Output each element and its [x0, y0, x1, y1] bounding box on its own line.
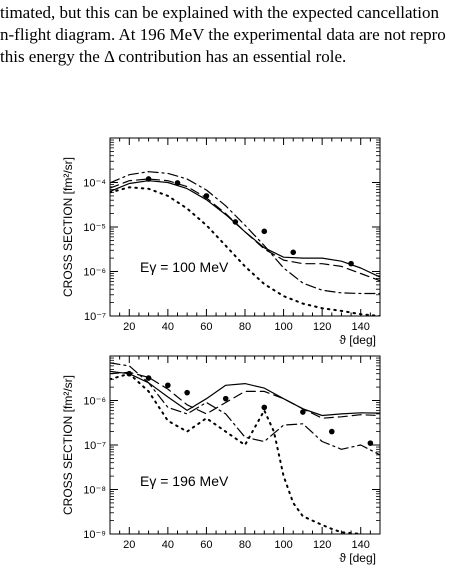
- x-tick-label: 80: [239, 539, 251, 551]
- data-point: [145, 375, 152, 381]
- data-point: [165, 382, 171, 389]
- data-point: [261, 404, 268, 411]
- y-axis-title: CROSS SECTION [fm²/sr]: [61, 375, 75, 515]
- data-point: [367, 440, 374, 446]
- data-point: [203, 193, 210, 199]
- x-tick-label: 40: [162, 321, 174, 333]
- data-point: [222, 395, 229, 402]
- curve-dot: [110, 186, 380, 316]
- x-tick-label: 80: [239, 321, 251, 333]
- energy-label: Eγ = 196 MeV: [140, 473, 229, 489]
- data-point: [126, 370, 133, 377]
- x-tick-label: 100: [274, 321, 292, 333]
- curve-solid: [110, 180, 380, 278]
- x-axis-title: ϑ [deg]: [339, 333, 376, 347]
- curve-dot: [110, 372, 362, 534]
- data-point: [290, 249, 297, 256]
- energy-label: Eγ = 100 MeV: [140, 259, 229, 275]
- text-line-3: this energy the Δ contribution has an es…: [0, 47, 347, 66]
- panel-100-mev: 20 40 60 80 100 120 140 10⁻⁷ 10⁻⁶ 10⁻⁵ 10⁻⁴ CROSS S…: [61, 137, 381, 347]
- text-line-2: n-flight diagram. At 196 MeV the experim…: [0, 25, 446, 44]
- data-point: [300, 409, 306, 415]
- y-tick-label: 10⁻⁶: [83, 267, 106, 279]
- panel-196-mev: 20 40 60 80 100 120 140 10⁻⁹ 10⁻⁸ 10⁻⁷ 10⁻⁶ CROSS S…: [61, 355, 381, 565]
- y-tick-label: 10⁻⁶: [83, 396, 106, 408]
- curve-dashdot: [110, 171, 380, 295]
- y-tick-label: 10⁻⁷: [84, 311, 106, 323]
- x-tick-label: 120: [313, 539, 331, 551]
- x-tick-label: 60: [200, 321, 212, 333]
- x-tick-label: 140: [352, 539, 370, 551]
- x-tick-label: 140: [352, 321, 370, 333]
- x-tick-label: 100: [274, 539, 292, 551]
- data-point: [261, 228, 268, 235]
- curve-solid: [110, 370, 380, 417]
- x-tick-label: 60: [200, 539, 212, 551]
- x-tick-label: 20: [123, 321, 135, 333]
- y-tick-label: 10⁻⁵: [83, 222, 106, 234]
- y-tick-label: 10⁻⁷: [84, 440, 106, 452]
- x-tick-label: 40: [162, 539, 174, 551]
- x-axis-title: ϑ [deg]: [339, 551, 376, 565]
- curve-dashdot: [110, 362, 380, 456]
- data-point: [145, 176, 152, 182]
- data-point: [328, 428, 335, 435]
- curve-dash: [110, 178, 380, 282]
- y-tick-label: 10⁻⁸: [83, 485, 106, 497]
- text-line-1: timated, but this can be explained with …: [0, 3, 440, 22]
- curve-dash: [110, 371, 380, 419]
- plot-frame: [109, 355, 381, 535]
- y-axis-title: CROSS SECTION [fm²/sr]: [61, 157, 75, 297]
- plot-frame: [109, 137, 381, 317]
- x-tick-label: 20: [123, 539, 135, 551]
- y-tick-label: 10⁻⁹: [83, 529, 106, 541]
- data-point: [184, 389, 190, 396]
- paper-text: timated, but this can be explained with …: [0, 2, 474, 68]
- y-tick-label: 10⁻⁴: [83, 178, 106, 190]
- data-point: [174, 180, 181, 186]
- data-point: [348, 260, 354, 267]
- data-point: [232, 219, 239, 225]
- x-tick-label: 120: [313, 321, 331, 333]
